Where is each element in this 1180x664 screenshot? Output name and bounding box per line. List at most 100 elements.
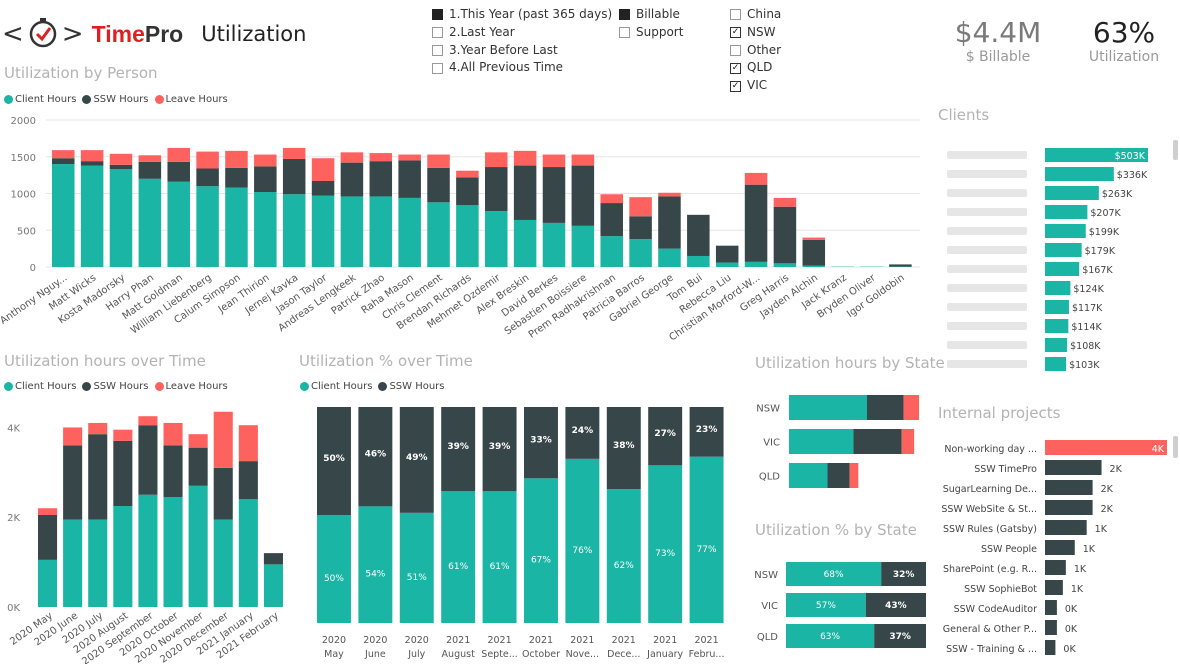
data-label: 4K [1152, 444, 1165, 455]
bar-segment [225, 187, 248, 267]
state-option[interactable]: ✓ QLD [730, 59, 781, 77]
bar-segment [263, 564, 283, 607]
select-box[interactable] [432, 9, 443, 21]
legend-client-label: Client Hours [311, 381, 373, 392]
x-tick-label: 2021 [570, 635, 594, 646]
bar-segment [38, 508, 58, 515]
back-button[interactable]: < [2, 19, 24, 49]
chart-pct-by-state[interactable]: NSW 68% 32% VIC 57% 43% QLD 63% 37% [750, 555, 930, 660]
select-box[interactable] [619, 27, 630, 39]
forward-button[interactable]: > [61, 19, 84, 49]
select-box[interactable] [432, 62, 443, 74]
select-box[interactable] [432, 27, 443, 39]
bar [1045, 186, 1099, 200]
bar-segment [789, 395, 867, 420]
chart-internal-projects[interactable]: Non-working day ... 4K SSW TimePro 2K SugarL… [935, 436, 1180, 664]
period-option[interactable]: 1.This Year (past 365 days) [432, 6, 612, 24]
checkbox[interactable] [730, 9, 741, 21]
legend-client-label: Client Hours [15, 381, 77, 392]
state-option[interactable]: China [730, 6, 781, 24]
bar-segment [188, 434, 208, 448]
bar-segment [163, 497, 183, 607]
select-box[interactable] [432, 44, 443, 56]
blurred-client-name [947, 170, 1027, 178]
y-tick-label: 4K [7, 423, 20, 434]
legend-client-label: Client Hours [15, 94, 77, 105]
bar-segment [689, 407, 724, 457]
blurred-client-name [947, 208, 1027, 216]
bar [1045, 148, 1148, 162]
bar-segment [689, 456, 724, 623]
y-tick-label: SugarLearning De... [943, 484, 1037, 495]
checkbox[interactable]: ✓ [730, 80, 741, 92]
bar-segment [138, 425, 158, 495]
bar-segment [513, 150, 537, 166]
bar-segment [113, 429, 133, 441]
bar [1045, 560, 1066, 575]
state-label: QLD [747, 60, 773, 75]
state-option[interactable]: ✓ NSW [730, 24, 781, 42]
chart-title-pct-time: Utilization % over Time [299, 352, 473, 370]
legend-ssw-label: SSW Hours [93, 381, 149, 392]
data-label: 0K [1065, 624, 1078, 635]
bar [1045, 540, 1075, 555]
x-tick-label: Dece... [607, 649, 640, 660]
bar-segment [903, 395, 919, 420]
checkbox[interactable]: ✓ [730, 62, 741, 74]
legend-leave-label: Leave Hours [165, 94, 228, 105]
kpi-util-value: 63% [1092, 16, 1156, 49]
bar-segment [565, 407, 600, 459]
chart-clients[interactable]: $503K $336K $263K $207K $199K $179K $167K $124K… [935, 140, 1180, 380]
select-box[interactable] [619, 9, 630, 21]
bar-segment [163, 445, 183, 498]
bar-segment [542, 154, 566, 168]
bar-segment [441, 407, 476, 492]
chart-title-clients: Clients [938, 106, 990, 124]
blurred-client-name [947, 265, 1027, 273]
y-tick-label: General & Other P... [943, 624, 1037, 635]
bar-segment [802, 239, 826, 266]
chart-title-internal: Internal projects [938, 404, 1061, 422]
checkbox[interactable] [730, 44, 741, 56]
period-option[interactable]: 3.Year Before Last [432, 42, 612, 60]
chart-pct-over-time[interactable]: 50% 50% 2020 May 54% 46% 2020 June 51% 49% 2020 Jul… [295, 395, 735, 664]
bar-segment [369, 161, 393, 197]
period-option[interactable]: 4.All Previous Time [432, 59, 612, 77]
bar-segment [524, 407, 558, 479]
y-tick-label: SSW SophieBot [964, 584, 1037, 595]
billing-option[interactable]: Support [619, 24, 683, 42]
x-tick-label: 2021 [487, 635, 511, 646]
data-label: 50% [324, 574, 344, 584]
bar [1045, 520, 1087, 535]
checkbox[interactable]: ✓ [730, 27, 741, 39]
state-option[interactable]: Other [730, 42, 781, 60]
x-tick-label: August [442, 649, 476, 660]
bar-segment [52, 164, 75, 267]
data-label: $336K [1117, 170, 1148, 181]
legend-pct-time: Client Hours SSW Hours [300, 381, 445, 392]
chart-hours-by-state[interactable]: NSW VIC QLD [750, 385, 930, 500]
bar-segment [317, 407, 351, 515]
bar-segment [38, 559, 58, 607]
data-label: $108K [1070, 341, 1101, 352]
x-tick-label: 2021 [694, 635, 718, 646]
bar-segment [606, 407, 641, 490]
y-tick-label: 1000 [11, 190, 36, 201]
y-tick-label: 0 [30, 263, 36, 274]
bar-segment [282, 158, 306, 195]
bar-segment [542, 167, 566, 223]
billing-option[interactable]: Billable [619, 6, 683, 24]
state-option[interactable]: ✓ VIC [730, 77, 781, 95]
bar-segment [901, 429, 915, 454]
bar-segment [167, 161, 190, 182]
period-option[interactable]: 2.Last Year [432, 24, 612, 42]
bar-segment [687, 255, 710, 267]
data-label: 33% [530, 436, 552, 446]
bar-segment [456, 177, 479, 206]
data-label: 68% [824, 570, 844, 580]
chart-title-person: Utilization by Person [4, 64, 158, 82]
bar-segment [398, 160, 421, 198]
bar-segment [196, 168, 219, 187]
